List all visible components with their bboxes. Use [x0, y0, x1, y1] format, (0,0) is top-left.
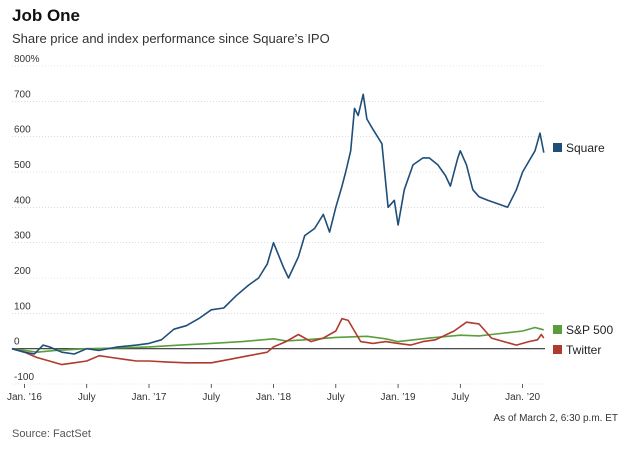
legend-swatch: [553, 325, 562, 334]
x-axis-ticks: Jan. ’16 July Jan. ’17 July Jan. ’18 July Jan.…: [7, 384, 541, 403]
legend: Square S&P 500 Twitter: [553, 141, 613, 357]
series-line-twitter: [11, 317, 545, 366]
series-lines: [11, 93, 545, 366]
legend-swatch: [553, 345, 562, 354]
x-tick-label: Jan. ’19: [381, 392, 416, 403]
y-tick-label: 800%: [14, 54, 40, 65]
x-tick-label: Jan. ’20: [505, 392, 540, 403]
timestamp-note: As of March 2, 6:30 p.m. ET: [493, 413, 619, 424]
y-tick-label: -100: [14, 372, 34, 383]
chart-subtitle: Share price and index performance since …: [12, 31, 330, 46]
chart-title: Job One: [12, 6, 81, 25]
y-axis-ticks: 800% 700 600 500 400 300 200 100 0 -100: [14, 54, 40, 383]
x-tick-label: July: [451, 392, 469, 403]
y-tick-label: 300: [14, 231, 31, 242]
y-tick-label: 500: [14, 160, 31, 171]
y-tick-label: 200: [14, 266, 31, 277]
legend-label: S&P 500: [566, 323, 613, 337]
x-tick-label: July: [78, 392, 96, 403]
y-tick-label: 600: [14, 125, 31, 136]
gridlines: [12, 65, 545, 385]
legend-label: Twitter: [566, 343, 601, 357]
x-tick-label: Jan. ’16: [7, 392, 42, 403]
legend-swatch: [553, 143, 562, 152]
legend-label: Square: [566, 141, 605, 155]
y-tick-label: 400: [14, 195, 31, 206]
x-tick-label: Jan. ’17: [131, 392, 166, 403]
source-note: Source: FactSet: [12, 428, 91, 440]
y-tick-label: 700: [14, 89, 31, 100]
x-tick-label: Jan. ’18: [256, 392, 291, 403]
y-tick-label: 0: [14, 337, 20, 348]
x-tick-label: July: [202, 392, 220, 403]
x-tick-label: July: [327, 392, 345, 403]
series-line-square: [11, 93, 545, 355]
y-tick-label: 100: [14, 301, 31, 312]
